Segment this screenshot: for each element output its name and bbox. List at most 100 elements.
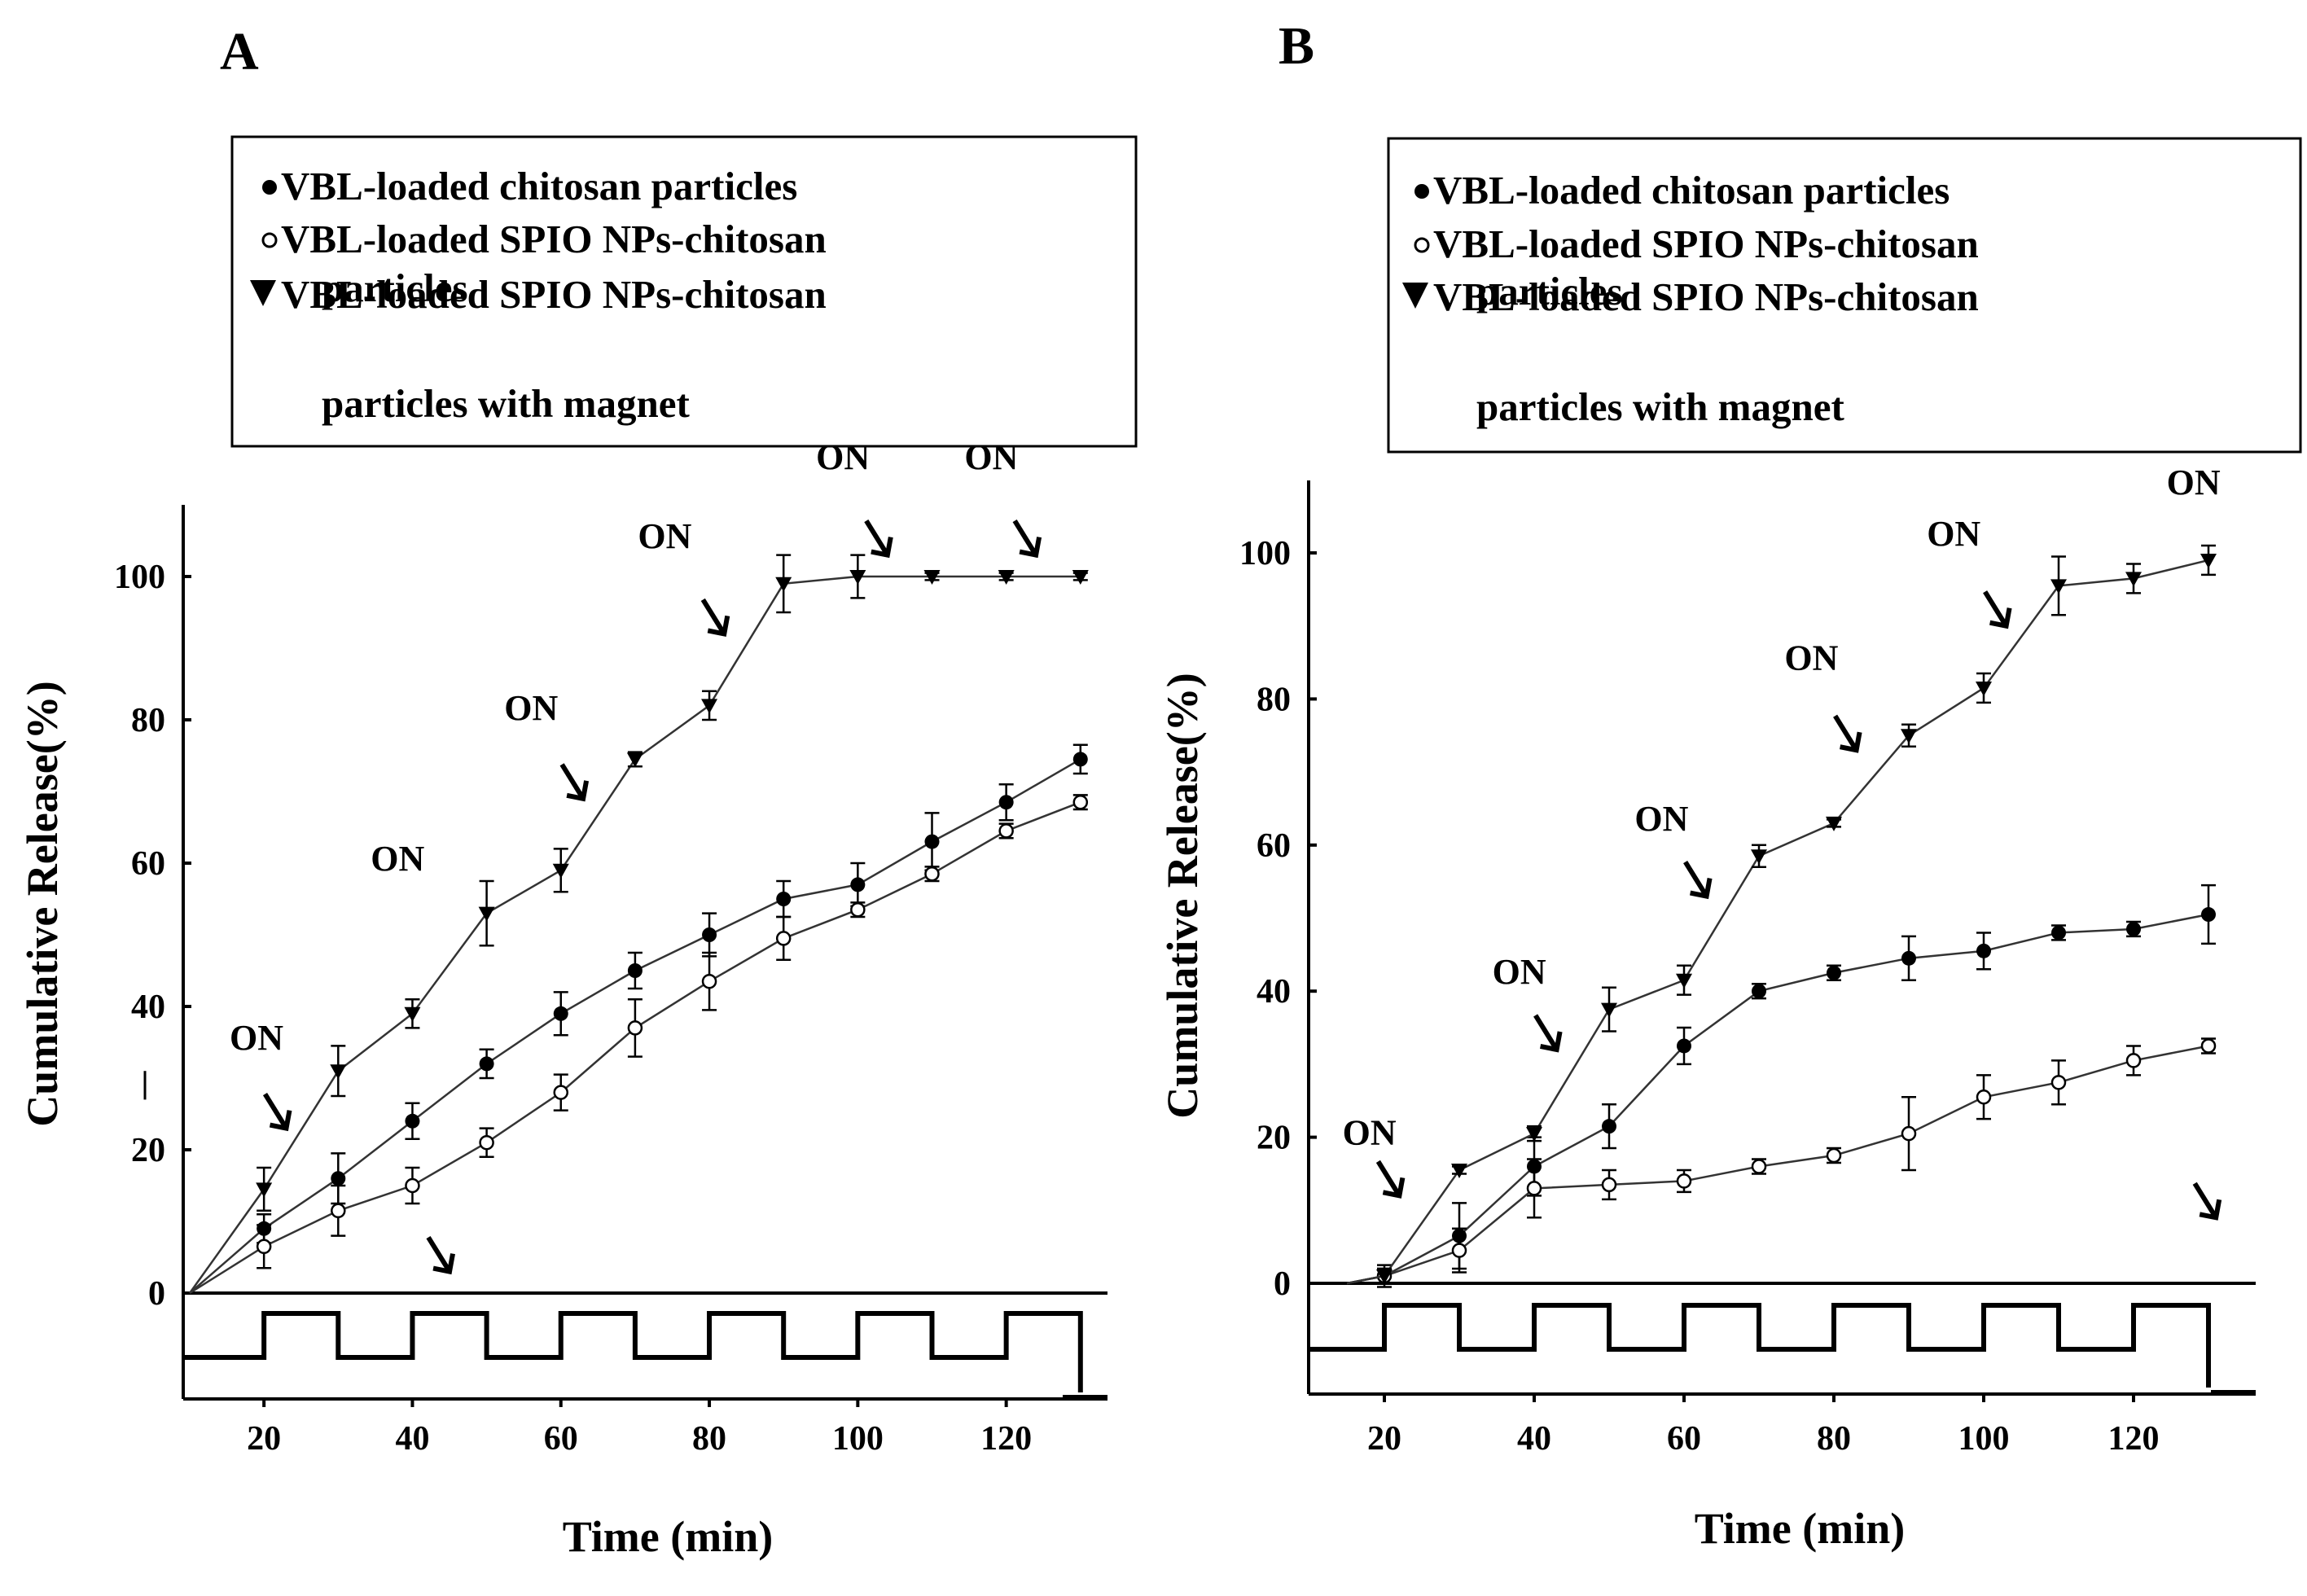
arrow-shaft bbox=[1375, 1160, 1401, 1197]
data-point bbox=[1826, 1147, 1842, 1164]
data-point bbox=[701, 699, 718, 714]
on-label: ON bbox=[1493, 952, 1546, 992]
data-point bbox=[998, 823, 1014, 839]
x-tick-label: 80 bbox=[1817, 1420, 1851, 1458]
square-wave bbox=[183, 1311, 1083, 1360]
x-tick-label: 120 bbox=[2108, 1420, 2160, 1458]
data-point bbox=[2200, 1038, 2217, 1054]
legend-label-cont: particles with magnet bbox=[322, 381, 690, 426]
on-label: ON bbox=[638, 516, 691, 556]
legend-filled-circle-marker bbox=[1414, 184, 1429, 199]
data-point bbox=[479, 1134, 494, 1151]
x-tick-label: 20 bbox=[1367, 1420, 1401, 1458]
y-tick-label: 60 bbox=[131, 845, 165, 883]
data-point bbox=[553, 1085, 568, 1100]
data-point bbox=[1976, 943, 1991, 958]
data-point bbox=[330, 1064, 347, 1080]
data-point bbox=[479, 1056, 494, 1072]
data-point bbox=[1376, 1269, 1393, 1285]
arrow-shaft bbox=[559, 763, 586, 800]
x-tick-label: 20 bbox=[247, 1420, 281, 1458]
data-point bbox=[331, 1203, 346, 1219]
data-point bbox=[775, 577, 792, 592]
y-tick-label: 0 bbox=[148, 1275, 165, 1313]
data-point bbox=[1072, 570, 1089, 585]
arrow-head bbox=[1989, 607, 2012, 629]
arrow-icon bbox=[1375, 1160, 1406, 1199]
data-point bbox=[1526, 1181, 1542, 1196]
arrow-head bbox=[2199, 1199, 2222, 1221]
arrow-icon bbox=[1833, 714, 1862, 753]
data-point bbox=[702, 927, 717, 942]
data-point bbox=[1826, 816, 1842, 831]
data-point bbox=[1526, 1127, 1542, 1142]
data-point bbox=[1602, 1119, 1616, 1134]
data-point bbox=[626, 752, 643, 768]
annotations: ON ON ON ON ON ON bbox=[1343, 463, 2222, 1221]
x-tick-label: 60 bbox=[544, 1420, 578, 1458]
legend: VBL-loaded chitosan particles VBL-loaded … bbox=[1387, 137, 2302, 454]
data-point bbox=[256, 1182, 273, 1198]
arrow-shaft bbox=[1983, 590, 2009, 628]
arrow-icon bbox=[1683, 861, 1713, 900]
data-point bbox=[998, 570, 1015, 585]
arrow-shaft bbox=[1533, 1014, 1559, 1051]
arrow-icon bbox=[700, 598, 730, 637]
legend-label-cont: particles with magnet bbox=[1476, 384, 1844, 429]
on-off-wave bbox=[183, 1311, 1083, 1392]
data-point bbox=[405, 1113, 420, 1129]
annotations: ON ON ON ON ON ON bbox=[230, 437, 1042, 1275]
arrow-icon bbox=[426, 1236, 455, 1275]
arrow-icon bbox=[1983, 590, 2012, 629]
data-point bbox=[998, 795, 1014, 810]
y-tick-label: 0 bbox=[1274, 1265, 1291, 1303]
data-point bbox=[552, 863, 569, 879]
series-group bbox=[188, 554, 1089, 1295]
on-label: ON bbox=[964, 437, 1018, 477]
data-point bbox=[1676, 1173, 1692, 1189]
data-point bbox=[2126, 921, 2141, 936]
arrow-icon bbox=[2192, 1182, 2222, 1221]
legend-triangle-marker bbox=[1402, 283, 1428, 309]
data-point bbox=[553, 1006, 568, 1021]
data-point bbox=[850, 877, 866, 892]
legend-box bbox=[1387, 137, 2302, 454]
legend-label-cont: particles bbox=[322, 265, 468, 310]
on-label: ON bbox=[1343, 1113, 1397, 1153]
data-point bbox=[1072, 752, 1088, 767]
y-tick-label: 60 bbox=[1257, 827, 1291, 865]
on-label: ON bbox=[1927, 514, 1980, 554]
data-point bbox=[1976, 681, 1992, 696]
data-point bbox=[627, 1020, 643, 1036]
on-label: ON bbox=[230, 1018, 283, 1058]
arrow-icon bbox=[262, 1093, 292, 1132]
data-point bbox=[2125, 572, 2142, 587]
data-point bbox=[1827, 965, 1841, 980]
data-point bbox=[2200, 553, 2217, 568]
legend: VBL-loaded chitosan particles VBL-loaded … bbox=[230, 135, 1138, 448]
data-point bbox=[701, 973, 717, 989]
arrow-head bbox=[871, 537, 893, 559]
on-label: ON bbox=[371, 839, 424, 879]
arrow-head bbox=[1840, 731, 1862, 753]
x-tick-label: 40 bbox=[1517, 1420, 1551, 1458]
data-point bbox=[1751, 849, 1767, 865]
data-point bbox=[2201, 907, 2216, 923]
legend-label: VBL-loaded SPIO NPs-chitosan bbox=[281, 272, 827, 317]
legend-filled-circle-marker bbox=[262, 180, 277, 195]
data-point bbox=[404, 1006, 421, 1022]
y-tick-label: 80 bbox=[131, 702, 165, 739]
arrow-icon bbox=[559, 763, 590, 802]
series-line bbox=[188, 575, 1081, 1294]
legend-label: VBL-loaded SPIO NPs-chitosan bbox=[281, 217, 827, 261]
on-label: ON bbox=[2167, 463, 2221, 502]
data-point bbox=[1901, 950, 1916, 966]
x-axis-label: Time (min) bbox=[1695, 1504, 1905, 1553]
data-point bbox=[1752, 984, 1766, 999]
data-point bbox=[924, 834, 940, 849]
arrow-head bbox=[1019, 537, 1042, 559]
on-label: ON bbox=[816, 437, 870, 477]
